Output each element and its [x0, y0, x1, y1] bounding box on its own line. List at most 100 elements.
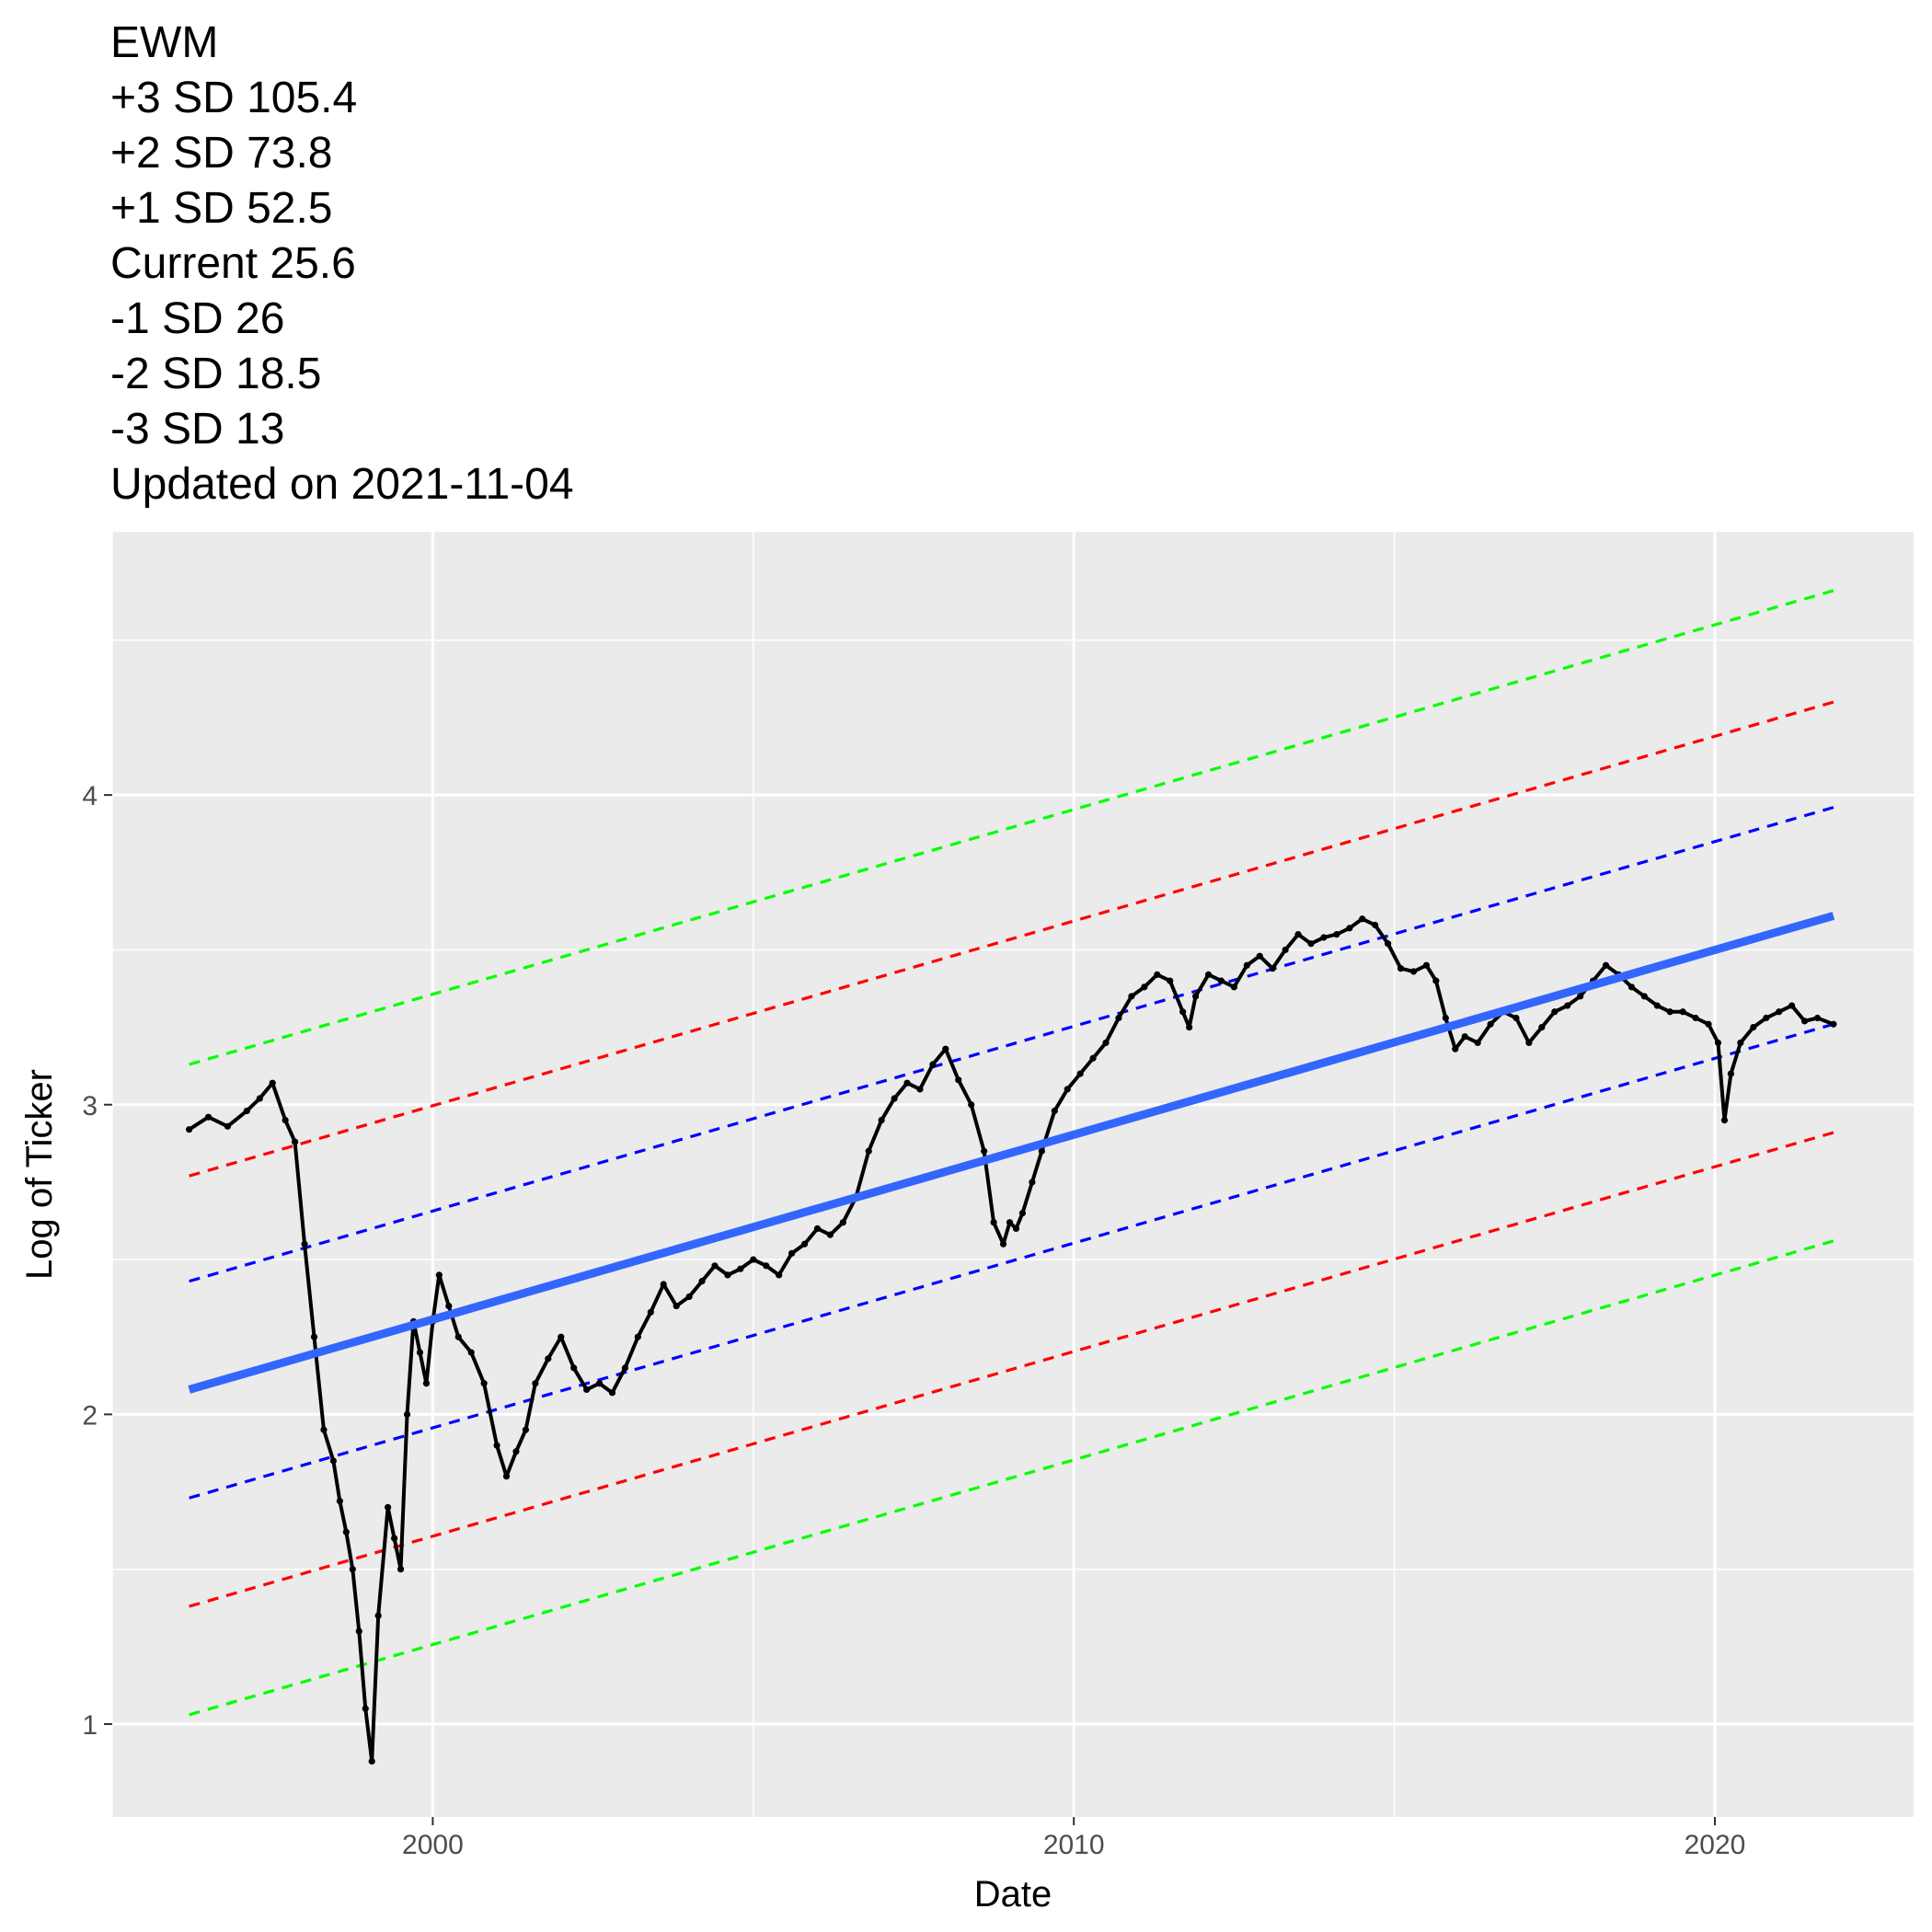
data-point [1750, 1024, 1757, 1031]
band-line [189, 1131, 1834, 1608]
data-point [243, 1107, 250, 1115]
data-point [942, 1045, 949, 1052]
price-points [186, 915, 1837, 1765]
data-point [1333, 931, 1340, 938]
title-line: Updated on 2021-11-04 [110, 460, 574, 509]
data-point [1154, 971, 1161, 978]
data-point [1737, 1039, 1744, 1047]
data-point [282, 1116, 289, 1124]
data-point [1256, 952, 1263, 960]
data-point [711, 1262, 719, 1270]
title-line: +2 SD 73.8 [110, 129, 333, 178]
data-point [1089, 1054, 1097, 1062]
data-point [800, 1240, 809, 1248]
data-point [1538, 1024, 1546, 1031]
data-point [1461, 1033, 1468, 1041]
data-point [1038, 1147, 1045, 1155]
data-point [583, 1386, 591, 1394]
data-point [916, 1086, 924, 1093]
x-tick-label: 2000 [402, 1830, 464, 1860]
plot-panel [112, 532, 1914, 1817]
data-point [329, 1457, 337, 1465]
band-line [189, 806, 1834, 1283]
data-point [1653, 1002, 1661, 1009]
trend-line-path [188, 912, 1835, 1394]
data-point [186, 1126, 193, 1133]
data-point [1294, 931, 1302, 938]
chart-title: EWM +3 SD 105.4 +2 SD 73.8 +1 SD 52.5 Curren… [110, 18, 574, 509]
data-point [673, 1302, 680, 1310]
series-path [188, 916, 1834, 1764]
data-point [1230, 983, 1237, 991]
title-line: -3 SD 13 [110, 405, 284, 454]
band-line [189, 700, 1834, 1178]
data-point [349, 1566, 356, 1573]
data-point [1679, 1008, 1686, 1016]
data-point [435, 1271, 443, 1279]
data-point [362, 1705, 369, 1712]
data-point [724, 1271, 731, 1279]
data-point [558, 1333, 565, 1340]
data-point [368, 1757, 375, 1765]
data-point [1666, 1008, 1673, 1016]
band-line [189, 589, 1834, 1066]
data-point [1564, 1002, 1571, 1009]
band-line [189, 1022, 1834, 1500]
data-point [1243, 961, 1250, 969]
title-line: Current 25.6 [110, 239, 356, 288]
data-point [1409, 968, 1418, 975]
data-point [355, 1627, 362, 1635]
data-point [1432, 977, 1440, 984]
data-point [1705, 1020, 1712, 1028]
data-point [621, 1364, 629, 1372]
data-point [698, 1278, 706, 1285]
data-point [1442, 1014, 1449, 1022]
data-point [1076, 1070, 1084, 1077]
data-point [310, 1333, 318, 1340]
data-point [1204, 971, 1213, 978]
data-point [422, 1380, 431, 1387]
data-point [390, 1535, 398, 1542]
x-tick-label: 2020 [1685, 1830, 1746, 1860]
data-point [301, 1240, 308, 1248]
data-point [532, 1380, 539, 1387]
data-point [813, 1225, 822, 1233]
data-point [1577, 993, 1584, 1000]
y-tick-label: 1 [82, 1710, 98, 1741]
y-axis-title: Log of Ticker [19, 1069, 60, 1280]
data-point [1346, 925, 1353, 932]
y-tick-label: 3 [82, 1091, 98, 1121]
data-point [1128, 993, 1135, 1000]
data-point [545, 1355, 552, 1363]
data-point [385, 1503, 392, 1511]
data-point [776, 1271, 783, 1279]
data-point [374, 1612, 382, 1619]
data-point [1320, 934, 1328, 941]
data-point [1359, 915, 1366, 923]
data-point [1115, 1014, 1122, 1022]
data-point [839, 1219, 846, 1226]
data-point [1727, 1070, 1735, 1077]
title-line: +3 SD 105.4 [110, 74, 357, 122]
data-point [903, 1079, 911, 1087]
data-point [320, 1426, 328, 1433]
data-point [660, 1281, 667, 1288]
data-point [1813, 1014, 1822, 1022]
data-point [763, 1262, 770, 1270]
data-point [1029, 1179, 1036, 1186]
data-point [1018, 1209, 1027, 1217]
data-point [981, 1147, 988, 1155]
axes: 2000 2010 2020 1 2 3 4 [82, 781, 1745, 1860]
data-point [1186, 1024, 1193, 1031]
data-point [1692, 1014, 1699, 1022]
data-point [955, 1076, 962, 1084]
data-point [1141, 983, 1148, 991]
data-point [1307, 940, 1315, 948]
data-point [445, 1302, 453, 1310]
title-line: EWM [110, 18, 218, 67]
x-tick-label: 2010 [1043, 1830, 1105, 1860]
title-line: -2 SD 18.5 [110, 350, 321, 398]
data-point [595, 1380, 604, 1387]
data-point [647, 1308, 654, 1316]
